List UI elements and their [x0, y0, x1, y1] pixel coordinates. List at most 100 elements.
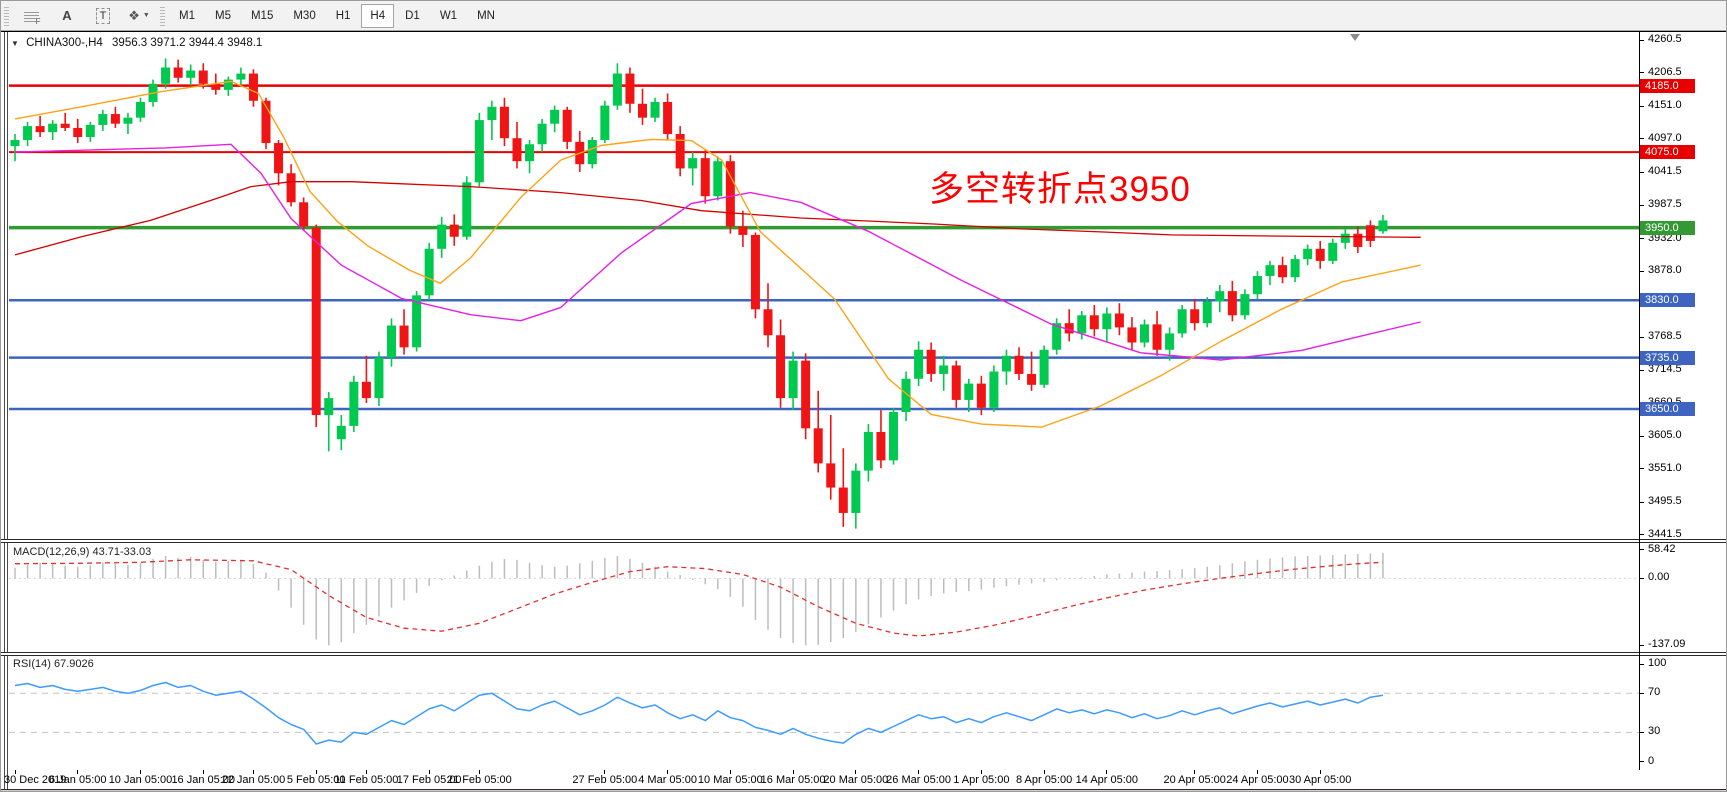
- axis-tick: [1639, 40, 1644, 41]
- time-tick-label: 10 Jan 05:00: [108, 774, 173, 786]
- candle-body: [123, 117, 133, 124]
- candle-body: [813, 428, 823, 464]
- candle-body: [186, 70, 196, 78]
- time-tick: [1194, 770, 1195, 774]
- candle-body: [474, 120, 484, 183]
- price-tick-label: 3768.5: [1648, 330, 1682, 343]
- level-lines: [9, 84, 1639, 411]
- time-tick: [316, 770, 317, 774]
- time-tick-label: 8 Apr 05:00: [1015, 774, 1073, 786]
- rsi-pane: [9, 681, 1639, 745]
- rsi-tick-label: 100: [1648, 657, 1667, 669]
- timeframe-button-m1[interactable]: M1: [179, 9, 195, 22]
- timeframe-button-h4[interactable]: H4: [361, 3, 395, 28]
- chart-title: ▼ CHINA300-,H4 3956.3 3971.2 3944.4 3948…: [11, 37, 262, 49]
- axis-tick: [1639, 205, 1644, 206]
- pane-separator[interactable]: [1, 652, 1726, 656]
- axis-tick: [1639, 106, 1644, 107]
- candle-body: [1303, 248, 1313, 260]
- timeframe-button-m5[interactable]: M5: [214, 9, 231, 22]
- toolbar-grip[interactable]: [4, 5, 9, 26]
- price-tick-label: 4206.5: [1648, 65, 1682, 78]
- time-tick-label: 26 Mar 05:00: [886, 774, 952, 786]
- candle-body: [248, 73, 258, 101]
- pane-separator[interactable]: [1, 539, 1726, 543]
- candle-body: [688, 158, 698, 169]
- timeframe-button-m30[interactable]: M30: [293, 9, 316, 22]
- candle-body: [663, 101, 673, 134]
- time-tick: [1044, 770, 1045, 774]
- candle-body: [525, 144, 535, 162]
- macd-signal-line: [14, 559, 1384, 637]
- candle-body: [976, 383, 986, 408]
- candle-body: [198, 70, 208, 84]
- axis-tick: [1639, 271, 1644, 272]
- toolbar-grip[interactable]: [160, 5, 165, 26]
- axis-tick: [1639, 502, 1644, 503]
- time-tick: [429, 770, 430, 774]
- time-tick-label: 27 Feb 05:00: [572, 774, 638, 786]
- time-tick: [918, 770, 919, 774]
- rsi-tick-label: 0: [1648, 754, 1655, 767]
- time-tick: [1257, 770, 1258, 774]
- rsi-tick-label: 30: [1648, 725, 1661, 738]
- letter-a-icon: A: [62, 8, 72, 23]
- price-tick-label: 4097.0: [1648, 131, 1682, 144]
- grid-snap-button[interactable]: F: [13, 4, 49, 28]
- time-tick: [667, 770, 668, 774]
- candle-body: [10, 140, 20, 147]
- level-badge: 4075.0: [1640, 145, 1695, 160]
- candle-body: [901, 378, 911, 413]
- candle-body: [638, 103, 647, 118]
- chart-window[interactable]: ▼ CHINA300-,H4 3956.3 3971.2 3944.4 3948…: [1, 31, 1727, 792]
- axis-tick: [1639, 693, 1644, 694]
- candle-body: [437, 224, 447, 249]
- medium-ma-line: [14, 143, 1421, 361]
- candle-body: [851, 470, 861, 513]
- candle-body: [675, 133, 685, 169]
- level-badge: 3950.0: [1640, 220, 1695, 235]
- candle-body: [1215, 291, 1225, 302]
- text-tool-button[interactable]: T: [85, 4, 121, 28]
- price-tick-label: 4151.0: [1648, 99, 1682, 112]
- candle-body: [587, 140, 597, 165]
- timeframe-button-mn[interactable]: MN: [477, 9, 495, 22]
- axis-tick: [1639, 72, 1644, 73]
- text-tool-icon: T: [95, 7, 111, 24]
- level-badge: 3830.0: [1640, 293, 1695, 308]
- candle-body: [399, 325, 409, 348]
- candle-body: [801, 360, 811, 429]
- shapes-icon: ❖: [128, 7, 140, 23]
- timeframe-button-m15[interactable]: M15: [250, 9, 274, 22]
- symbol-dropdown-icon[interactable]: ▼: [11, 39, 19, 48]
- arrow-label-button[interactable]: A: [49, 4, 85, 28]
- drawing-tools-button[interactable]: ❖ ▼: [121, 4, 157, 28]
- chart-canvas[interactable]: [1, 32, 1727, 792]
- axis-tick: [1639, 337, 1644, 338]
- candle-body: [35, 126, 45, 133]
- timeframe-button-w1[interactable]: W1: [439, 9, 458, 22]
- time-tick: [140, 770, 141, 774]
- time-tick-label: 16 Jan 05:00: [171, 774, 236, 786]
- window-bottom-border: [1, 789, 1726, 790]
- price-axis-border: [1639, 32, 1640, 770]
- candle-body: [499, 106, 509, 139]
- timeframe-button-d1[interactable]: D1: [405, 9, 420, 22]
- timeframe-button-h1[interactable]: H1: [335, 9, 351, 22]
- level-badge: 3735.0: [1640, 350, 1695, 365]
- candle-body: [274, 143, 284, 174]
- annotation-text[interactable]: 多空转折点3950: [929, 170, 1191, 209]
- candle-body: [462, 182, 472, 237]
- candle-body: [1152, 324, 1162, 350]
- candle-body: [951, 365, 961, 400]
- candle-body: [725, 161, 735, 227]
- symbol-timeframe-label: CHINA300-,H4: [26, 37, 103, 49]
- candle-body: [73, 127, 83, 138]
- time-tick-label: 10 Mar 05:00: [697, 774, 763, 786]
- price-tick-label: 3441.5: [1648, 528, 1682, 540]
- candle-body: [1378, 220, 1388, 232]
- price-tick-label: 3551.0: [1648, 461, 1682, 474]
- time-tick-label: 22 Jan 05:00: [221, 774, 286, 786]
- window-frame-line: [4, 32, 5, 790]
